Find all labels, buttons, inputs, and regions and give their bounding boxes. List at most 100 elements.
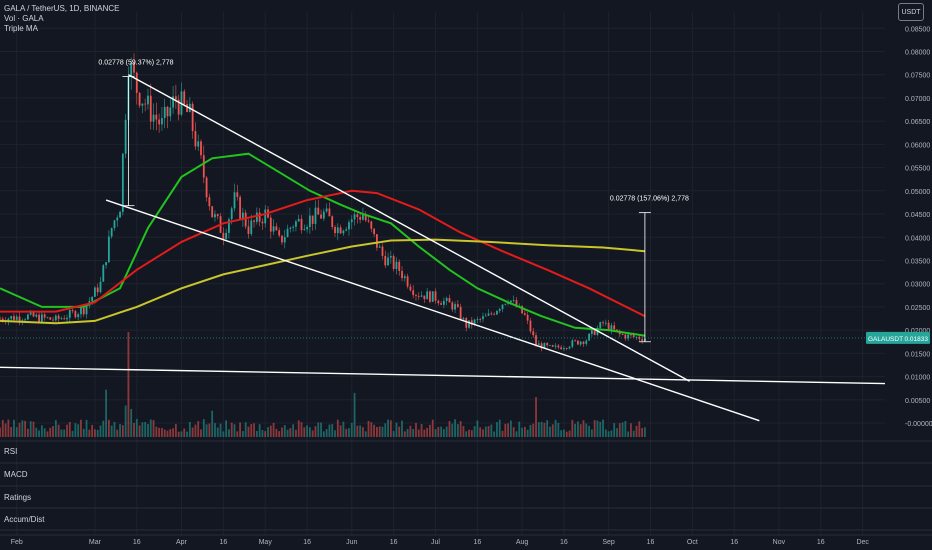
volume-bar [331, 424, 334, 437]
time-tick-label: 16 [560, 539, 568, 546]
pane-label-macd[interactable]: MACD [4, 470, 28, 479]
candle-body [110, 228, 113, 237]
candle-body [331, 216, 334, 227]
volume-bar [300, 422, 303, 437]
candle-body [602, 322, 604, 324]
candle-body [406, 276, 409, 287]
price-tick-label: 0.01000 [905, 375, 930, 382]
volume-bar [577, 421, 579, 437]
volume-bar [230, 422, 233, 437]
candle-body [300, 218, 303, 231]
candle-body [303, 229, 306, 231]
volume-bar [258, 424, 261, 437]
price-tick-label: 0.04500 [905, 212, 930, 219]
volume-bar [43, 428, 46, 437]
candle-body [476, 318, 479, 320]
pane-label-rsi[interactable]: RSI [4, 447, 18, 456]
time-axis[interactable]: Feb Mar 16 Apr 16 May 16 Jun 16 Jul 16 Aug 16 Sep 16 Oc… [0, 534, 932, 546]
candle-body [135, 72, 138, 93]
candle-body [74, 311, 77, 318]
volume-bar [476, 420, 479, 437]
volume-bar [473, 426, 476, 437]
volume-bar [403, 431, 406, 437]
volume-bar [233, 424, 236, 437]
trendlines[interactable] [0, 74, 886, 422]
candle-body [409, 286, 412, 291]
volume-bar [571, 419, 574, 437]
moving-average-line-2 [0, 189, 646, 318]
volume-bar [359, 425, 362, 437]
candle-body [149, 95, 152, 122]
pane-label-ratings[interactable]: Ratings [4, 493, 32, 502]
volume-bar [557, 422, 560, 437]
candle-body [10, 316, 13, 319]
candle-body [183, 91, 186, 105]
volume-bar [105, 389, 107, 437]
candle-body [297, 218, 300, 222]
volume-bar [373, 424, 376, 437]
candle-body [138, 92, 141, 106]
candle-body [501, 304, 504, 310]
candle-body [233, 192, 236, 209]
volume-bar [295, 429, 297, 437]
volume-bar [362, 427, 364, 437]
candle-body [356, 214, 359, 218]
volume-bar [77, 424, 80, 437]
candle-body [152, 114, 155, 122]
candle-body [635, 336, 638, 338]
candle-body [579, 341, 582, 345]
candle-body [158, 119, 161, 125]
candle-body [429, 291, 431, 302]
candle-body [66, 317, 68, 320]
volume-bar [370, 422, 373, 437]
volume-bar [384, 423, 387, 437]
volume-bar [348, 428, 350, 437]
volume-bar [412, 429, 415, 437]
candle-body [334, 226, 336, 234]
volume-bar [186, 431, 188, 437]
volume-bar [138, 425, 141, 437]
candle-body [177, 99, 180, 115]
volume-bar [166, 430, 169, 437]
candle-body [264, 209, 267, 224]
price-range-measures[interactable]: 0.02778 (59.37%) 2,778 0.02778 (157.06%) … [98, 60, 689, 343]
triple-ma-indicator-label[interactable]: Triple MA [4, 24, 38, 33]
candle-body [94, 287, 96, 297]
volume-indicator-label[interactable]: Vol · GALA [4, 14, 44, 23]
candle-body [52, 319, 54, 321]
volume-bar [102, 420, 105, 437]
volume-bar [535, 397, 537, 437]
candle-body [465, 318, 468, 328]
volume-bar [468, 429, 470, 437]
volume-bar [281, 427, 283, 437]
volume-bar [107, 419, 110, 437]
grid [0, 12, 885, 535]
candle-body [292, 226, 295, 228]
candle-body [565, 348, 568, 349]
candle-body [32, 311, 35, 317]
candle-body [479, 318, 482, 320]
pane-label-accum-dist[interactable]: Accum/Dist [4, 515, 45, 524]
candle-body [401, 270, 403, 279]
candle-body [130, 62, 133, 77]
currency-button[interactable]: USDT [898, 3, 924, 21]
volume-bar [10, 427, 13, 437]
volume-bar [308, 427, 311, 437]
moving-average-line-3 [0, 238, 645, 325]
trendline-1 [128, 74, 690, 382]
candle-body [496, 310, 498, 315]
volume-bar [582, 420, 585, 437]
volume-bar [336, 419, 339, 437]
volume-bar [144, 422, 147, 437]
volume-bar [71, 430, 74, 437]
volume-bar [563, 429, 565, 437]
volume-bar [328, 424, 331, 437]
volume-bar [462, 426, 465, 437]
time-tick-label: Apr [176, 539, 188, 546]
volume-bar [149, 419, 152, 437]
candle-body [29, 311, 32, 315]
candle-body [85, 305, 88, 315]
volume-bar [191, 427, 194, 437]
